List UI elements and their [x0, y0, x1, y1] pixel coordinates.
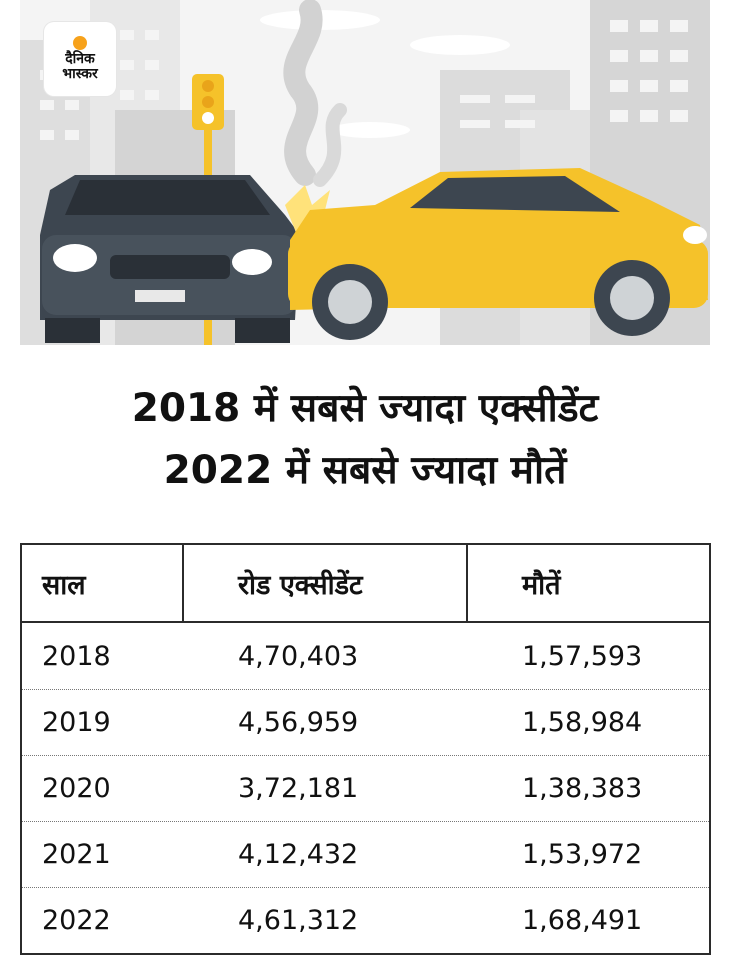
table-row: 2018 4,70,403 1,57,593 [22, 623, 709, 689]
year-cell: 2019 [42, 707, 111, 738]
logo-text-line2: भास्कर [62, 66, 98, 82]
dainik-bhaskar-logo: दैनिक भास्कर [44, 22, 116, 96]
header-year: साल [22, 545, 184, 621]
table-row: 2021 4,12,432 1,53,972 [22, 821, 709, 887]
year-cell: 2018 [42, 640, 111, 672]
accidents-table: साल रोड एक्सीडेंट मौतें 2018 4,70,403 1,… [20, 543, 711, 955]
accident-illustration: दैनिक भास्कर [20, 0, 710, 345]
year-cell: 2021 [42, 839, 111, 870]
table-row: 2020 3,72,181 1,38,383 [22, 755, 709, 821]
year-cell: 2022 [42, 905, 111, 936]
deaths-cell: 1,53,972 [522, 839, 643, 870]
accidents-cell: 4,56,959 [238, 707, 359, 738]
headline-line-2: 2022 में सबसे ज्यादा मौतें [163, 448, 567, 493]
table-row: 2019 4,56,959 1,58,984 [22, 689, 709, 755]
table-row: 2022 4,61,312 1,68,491 [22, 887, 709, 953]
deaths-cell: 1,68,491 [522, 905, 643, 936]
header-road-accidents: रोड एक्सीडेंट [184, 545, 468, 621]
deaths-cell: 1,58,984 [522, 707, 643, 738]
accidents-cell: 4,70,403 [238, 640, 359, 672]
header-deaths: मौतें [522, 569, 561, 601]
deaths-cell: 1,38,383 [522, 773, 643, 804]
car-crash-graphic [20, 0, 710, 345]
deaths-cell: 1,57,593 [522, 640, 643, 672]
table-header-row: साल रोड एक्सीडेंट मौतें [22, 545, 709, 623]
accidents-cell: 4,12,432 [238, 839, 359, 870]
accidents-cell: 4,61,312 [238, 905, 359, 936]
headline-line-1: 2018 में सबसे ज्यादा एक्सीडेंट [131, 386, 599, 431]
logo-text-line1: दैनिक [65, 51, 95, 67]
accidents-cell: 3,72,181 [238, 773, 359, 804]
year-cell: 2020 [42, 773, 111, 804]
headline: 2018 में सबसे ज्यादा एक्सीडेंट 2022 में … [0, 378, 730, 502]
sun-icon [73, 36, 87, 50]
